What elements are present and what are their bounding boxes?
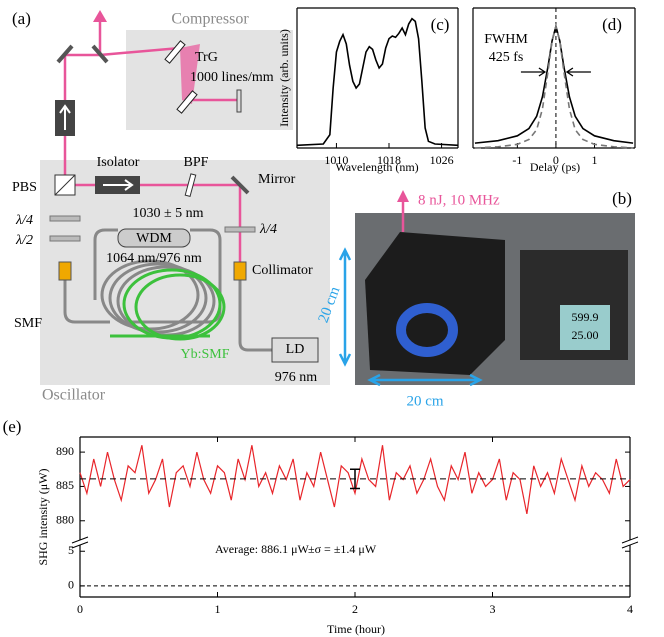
y-axis-label: SHG intensity (μW) <box>36 468 50 565</box>
label: Collimator <box>252 263 313 278</box>
label: 1000 lines/mm <box>190 70 274 85</box>
y-tick-label: 885 <box>56 478 74 492</box>
axis-break <box>621 536 639 549</box>
x-axis-label: Delay (ps) <box>530 160 580 174</box>
panel-label: (d) <box>602 15 622 34</box>
label: 976 nm <box>275 370 318 385</box>
screen-text: 25.00 <box>572 328 599 342</box>
error-bar <box>350 468 360 490</box>
annotation: Average: 886.1 μW <box>215 542 310 556</box>
panel-label: (c) <box>431 15 450 34</box>
x-tick-label: 1 <box>215 602 221 616</box>
label: 1064 nm/976 nm <box>106 251 202 266</box>
x-axis-label: Wavelength (nm) <box>335 160 418 174</box>
x-tick-label: 2 <box>352 602 358 616</box>
mirrors <box>56 44 250 195</box>
label: LD <box>286 342 305 357</box>
fwhm-arrows <box>520 67 591 77</box>
label: SMF <box>14 316 42 331</box>
label: Yb:SMF <box>180 347 229 362</box>
output-arrow <box>93 10 107 22</box>
fiber <box>63 228 272 352</box>
y-axis-label: Intensity (arb. units) <box>277 29 291 127</box>
y-tick-label: 880 <box>56 513 74 527</box>
scale-arrows <box>338 247 483 387</box>
panel-a: (a) Compressor TrG 1000 lines/mm Isolato… <box>12 9 330 404</box>
gain-fiber <box>110 268 226 341</box>
screen-text: 599.9 <box>572 310 599 324</box>
y-tick-label: 5 <box>68 543 74 557</box>
label: Mirror <box>258 172 296 187</box>
data-line <box>474 23 634 149</box>
label: PBS <box>12 180 37 195</box>
label: Oscillator <box>42 387 106 404</box>
x-tick-label: 1018 <box>377 153 401 167</box>
fiber-spool <box>396 303 458 357</box>
collimator <box>233 261 247 281</box>
pbs-diagonal <box>54 174 76 196</box>
compressor-box <box>126 30 293 130</box>
annotation: FWHM <box>484 32 528 47</box>
data-line <box>296 17 459 147</box>
controller-screen <box>560 305 610 350</box>
x-tick-label: 0 <box>77 602 83 616</box>
annotation: ±σ = ±1.4 μW <box>308 542 377 556</box>
panel-label: (b) <box>612 189 632 208</box>
label: 8 nJ, 10 MHz <box>418 192 500 208</box>
diffracted-beam <box>180 44 200 104</box>
x-tick-label: 4 <box>627 602 633 616</box>
end-mirror <box>236 89 242 113</box>
ld-box <box>271 337 319 363</box>
collimator <box>58 261 72 281</box>
grating-1 <box>164 40 186 64</box>
bpf <box>184 173 197 198</box>
panel-b: 599.9 25.00 8 nJ, 10 MHz (b) 20 cm 20 cm <box>316 189 635 409</box>
label: 1030 ± 5 nm <box>132 206 203 221</box>
x-tick-label: 1 <box>592 153 598 167</box>
x-tick-label: 1026 <box>430 153 454 167</box>
label: Isolator <box>97 155 140 170</box>
x-tick-label: 3 <box>490 602 496 616</box>
y-tick-label: 890 <box>56 444 74 458</box>
label: 20 cm <box>406 393 443 409</box>
arrow <box>59 104 71 130</box>
waveplate <box>49 235 81 242</box>
x-axis-label: Time (hour) <box>327 622 385 636</box>
x-tick-label: 1010 <box>324 153 348 167</box>
axis-break <box>71 536 89 549</box>
label: Compressor <box>171 11 249 28</box>
arrow-head <box>397 190 409 202</box>
waveplate <box>224 226 256 233</box>
panel-label: (a) <box>12 9 31 28</box>
data-line <box>79 445 631 515</box>
label: λ/2 <box>15 233 33 248</box>
label: λ/4 <box>15 213 33 228</box>
x-tick-label: -1 <box>512 153 522 167</box>
label: λ/4 <box>259 222 277 237</box>
label: BPF <box>184 155 209 170</box>
wdm-box <box>117 228 191 248</box>
waveplate <box>49 215 81 222</box>
y-tick-label: 0 <box>68 578 74 592</box>
grating-2 <box>176 90 198 114</box>
label: TrG <box>195 50 218 65</box>
annotation: 425 fs <box>489 50 524 65</box>
x-tick-label: 0 <box>553 153 559 167</box>
label: WDM <box>136 231 172 246</box>
arrow <box>103 179 134 191</box>
panel-label: (e) <box>3 417 22 436</box>
